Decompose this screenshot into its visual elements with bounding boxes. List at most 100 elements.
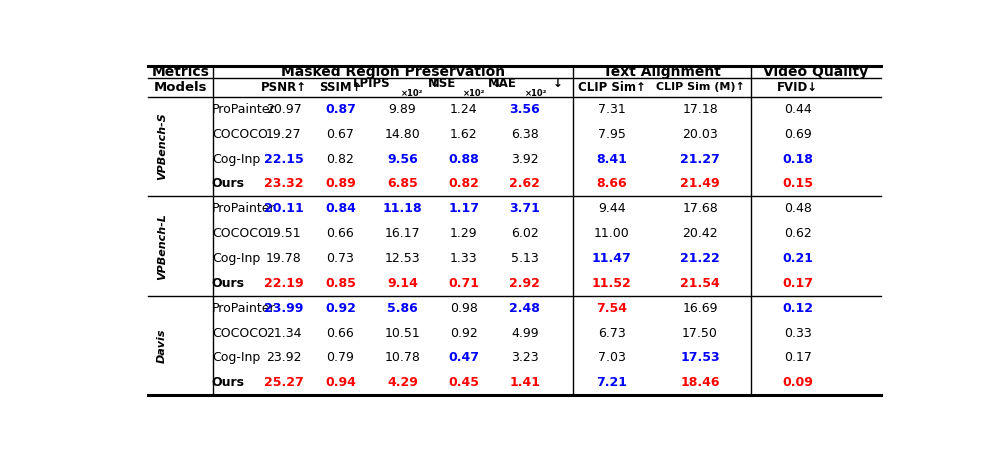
Text: 3.92: 3.92 [511,152,539,166]
Text: 0.17: 0.17 [784,352,812,364]
Text: VPBench-S: VPBench-S [157,113,167,180]
Text: 0.67: 0.67 [327,128,354,140]
Text: 0.48: 0.48 [784,202,812,215]
Text: 0.88: 0.88 [448,152,479,166]
Text: 5.13: 5.13 [511,252,539,265]
Text: 9.14: 9.14 [387,277,418,290]
Text: 0.12: 0.12 [782,302,813,315]
Text: 18.46: 18.46 [680,376,720,389]
Text: 19.27: 19.27 [266,128,302,140]
Text: 25.27: 25.27 [264,376,304,389]
Text: 12.53: 12.53 [385,252,420,265]
Text: 0.87: 0.87 [325,103,356,116]
Text: MAE: MAE [488,77,517,90]
Text: COCOCO: COCOCO [212,227,268,241]
Text: 14.80: 14.80 [385,128,420,140]
Text: 0.18: 0.18 [782,152,813,166]
Text: ↓: ↓ [491,77,501,90]
Text: 9.56: 9.56 [387,152,418,166]
Text: 23.92: 23.92 [266,352,302,364]
Text: 10.78: 10.78 [385,352,420,364]
Text: 0.33: 0.33 [784,327,812,340]
Text: 0.66: 0.66 [327,327,354,340]
Text: CLIP Sim↑: CLIP Sim↑ [578,81,646,94]
Text: 21.49: 21.49 [680,178,720,190]
Text: 0.92: 0.92 [325,302,356,315]
Text: CLIP Sim (M)↑: CLIP Sim (M)↑ [656,82,744,92]
Text: 0.82: 0.82 [327,152,354,166]
Text: 0.15: 0.15 [782,178,813,190]
Text: 17.53: 17.53 [680,352,720,364]
Text: 11.52: 11.52 [592,277,632,290]
Text: ↓: ↓ [430,77,440,90]
Text: 19.51: 19.51 [266,227,302,241]
Text: 0.85: 0.85 [325,277,356,290]
Text: 0.21: 0.21 [782,252,813,265]
Text: 23.99: 23.99 [264,302,304,315]
Text: ProPainter: ProPainter [212,302,275,315]
Text: 2.62: 2.62 [509,178,540,190]
Text: 21.27: 21.27 [680,152,720,166]
Text: ProPainter: ProPainter [212,202,275,215]
Text: 5.86: 5.86 [387,302,418,315]
Text: 0.71: 0.71 [448,277,479,290]
Text: 0.98: 0.98 [450,302,478,315]
Text: Video Quality: Video Quality [763,65,868,79]
Text: 8.41: 8.41 [596,152,627,166]
Text: 2.92: 2.92 [509,277,540,290]
Text: 22.15: 22.15 [264,152,304,166]
Text: ×10²: ×10² [525,90,547,98]
Text: ProPainter: ProPainter [212,103,275,116]
Text: MSE: MSE [428,77,456,90]
Text: 17.68: 17.68 [682,202,718,215]
Text: Ours: Ours [212,376,245,389]
Text: 0.73: 0.73 [327,252,354,265]
Text: 1.24: 1.24 [450,103,477,116]
Text: ↓: ↓ [553,77,562,90]
Text: 9.44: 9.44 [598,202,626,215]
Text: 0.92: 0.92 [450,327,478,340]
Text: 21.22: 21.22 [680,252,720,265]
Text: 7.54: 7.54 [596,302,627,315]
Text: 6.73: 6.73 [598,327,626,340]
Text: 20.11: 20.11 [264,202,304,215]
Text: 3.23: 3.23 [511,352,539,364]
Text: 20.03: 20.03 [682,128,718,140]
Text: 0.94: 0.94 [325,376,356,389]
Text: ×10²: ×10² [463,90,486,98]
Text: Ours: Ours [212,178,245,190]
Text: Cog-Inp: Cog-Inp [212,152,260,166]
Text: 16.17: 16.17 [385,227,420,241]
Text: VPBench-L: VPBench-L [157,213,167,280]
Text: Metrics: Metrics [151,65,209,79]
Text: Text Alignment: Text Alignment [603,65,721,79]
Text: 21.54: 21.54 [680,277,720,290]
Text: 4.29: 4.29 [387,376,418,389]
Text: 0.09: 0.09 [782,376,813,389]
Text: FVID↓: FVID↓ [777,81,818,94]
Text: Davis: Davis [157,328,167,363]
Text: 6.85: 6.85 [387,178,418,190]
Text: 0.17: 0.17 [782,277,813,290]
Text: Ours: Ours [212,277,245,290]
Text: 7.31: 7.31 [598,103,626,116]
Text: 11.00: 11.00 [594,227,630,241]
Text: 0.79: 0.79 [327,352,354,364]
Text: SSIM↑: SSIM↑ [319,81,362,94]
Text: 22.19: 22.19 [264,277,304,290]
Text: 0.89: 0.89 [325,178,356,190]
Text: Cog-Inp: Cog-Inp [212,252,260,265]
Text: Masked Region Preservation: Masked Region Preservation [281,65,505,79]
Text: 1.29: 1.29 [450,227,477,241]
Text: 0.84: 0.84 [325,202,356,215]
Text: 23.32: 23.32 [264,178,304,190]
Text: ×10²: ×10² [401,90,423,98]
Text: 1.17: 1.17 [448,202,479,215]
Text: 7.03: 7.03 [598,352,626,364]
Text: Models: Models [154,81,207,94]
Text: 20.42: 20.42 [682,227,718,241]
Text: 0.69: 0.69 [784,128,812,140]
Text: 16.69: 16.69 [682,302,718,315]
Text: COCOCO: COCOCO [212,128,268,140]
Text: 17.50: 17.50 [682,327,718,340]
